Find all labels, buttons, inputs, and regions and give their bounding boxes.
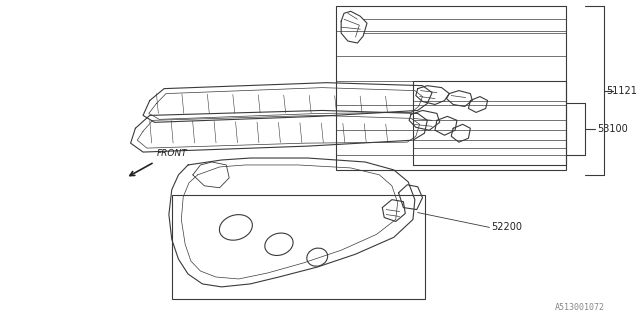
Text: 52200: 52200 bbox=[492, 222, 522, 232]
Text: 51121: 51121 bbox=[606, 86, 637, 96]
Bar bbox=[413, 81, 566, 165]
Text: FRONT: FRONT bbox=[156, 149, 187, 158]
Text: A513001072: A513001072 bbox=[554, 303, 604, 312]
Bar bbox=[172, 195, 426, 299]
Bar bbox=[337, 6, 566, 170]
Text: 53100: 53100 bbox=[596, 124, 627, 134]
